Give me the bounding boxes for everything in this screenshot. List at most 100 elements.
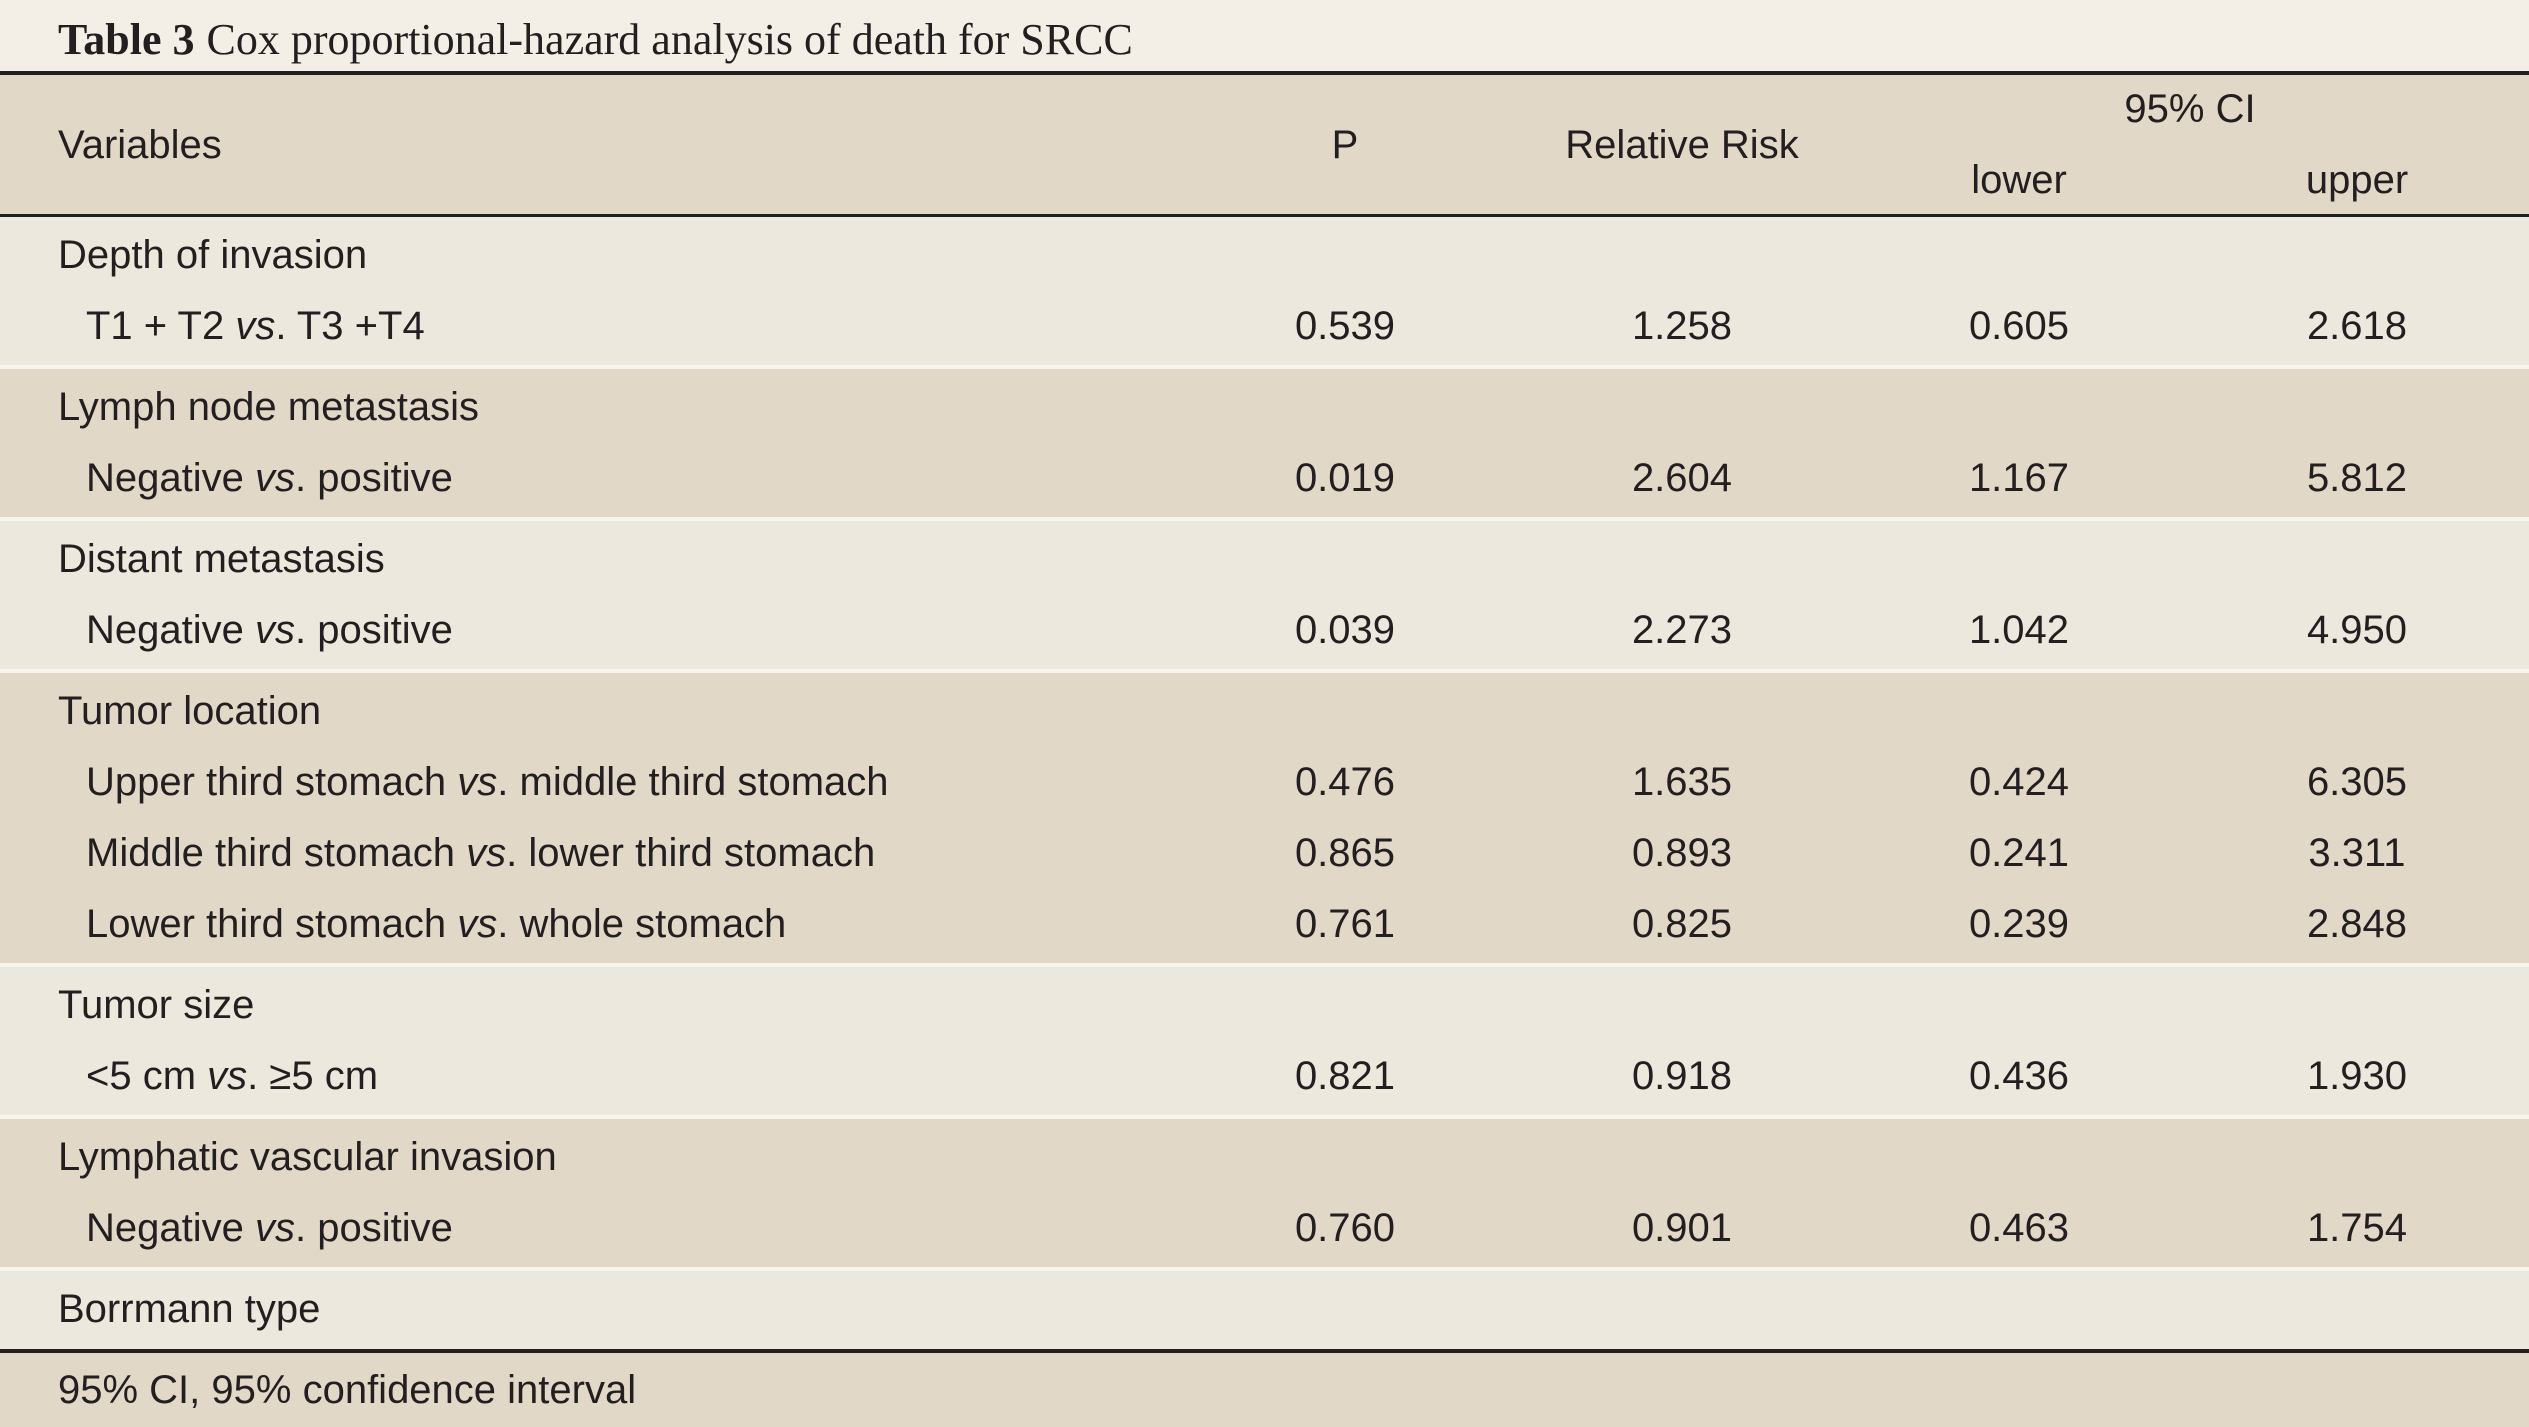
comparison-vs: vs [255,1206,295,1250]
ci-upper-value: 5.812 [2306,456,2408,500]
group-separator [0,1267,2529,1271]
p-value: 0.760 [1294,1206,1396,1250]
table-row: Negative vs. positive 0.039 2.273 1.042 4.95… [0,595,2529,666]
comparison-vs: vs [255,456,295,500]
comparison-a: Upper third stomach [86,760,447,804]
p-value: 0.865 [1294,831,1396,875]
group-title: Depth of invasion [58,233,368,277]
ci-upper-value: 3.311 [2308,831,2406,875]
comparison-a: <5 cm [86,1054,197,1098]
group-title-row: Distant metastasis [0,524,2529,595]
p-value: 0.019 [1294,456,1396,500]
relative-risk-value: 0.901 [1631,1206,1733,1250]
group-title-row: Depth of invasion [0,220,2529,291]
header-variables: Variables [58,123,222,167]
comparison-label: <5 cm vs. ≥5 cm [86,1041,378,1112]
comparison-vs: vs [255,608,295,652]
table-row: Upper third stomach vs. middle third sto… [0,747,2529,818]
table-row: Negative vs. positive 0.019 2.604 1.167 5.81… [0,443,2529,514]
group-title-row: Lymphatic vascular invasion [0,1122,2529,1193]
header-lower: lower [1971,158,2067,202]
ci-lower-value: 0.239 [1968,902,2070,946]
group-title-row: Tumor size [0,970,2529,1041]
table-caption: Table 3 Cox proportional-hazard analysis… [58,6,1133,72]
group-separator [0,669,2529,673]
comparison-b: . whole stomach [497,902,787,946]
relative-risk-value: 0.918 [1631,1054,1733,1098]
group-title: Lymph node metastasis [58,385,479,429]
comparison-a: Lower third stomach [86,902,447,946]
comparison-label: Negative vs. positive [86,443,453,514]
comparison-b: . middle third stomach [497,760,889,804]
comparison-b: . positive [295,608,453,652]
ci-upper-value: 4.950 [2306,608,2408,652]
comparison-label: Negative vs. positive [86,595,453,666]
bottom-rule [0,1349,2529,1353]
ci-lower-value: 0.424 [1968,760,2070,804]
relative-risk-value: 0.825 [1631,902,1733,946]
comparison-label: T1 + T2 vs. T3 +T4 [86,291,425,362]
group-title: Distant metastasis [58,537,385,581]
comparison-label: Upper third stomach vs. middle third sto… [86,747,889,818]
comparison-vs: vs [207,1054,248,1098]
p-value: 0.039 [1294,608,1396,652]
comparison-a: Negative [86,608,244,652]
variable-group: Distant metastasis Negative vs. positive 0… [0,521,2529,669]
comparison-b: . ≥5 cm [247,1054,379,1098]
group-title-row: Lymph node metastasis [0,372,2529,443]
group-title: Lymphatic vascular invasion [58,1135,557,1179]
group-title-row: Borrmann type [0,1274,2529,1345]
comparison-b: . positive [295,1206,453,1250]
ci-lower-value: 0.463 [1968,1206,2070,1250]
comparison-b: . positive [295,456,453,500]
group-separator [0,517,2529,521]
group-title: Tumor size [58,983,255,1027]
group-title: Borrmann type [58,1287,321,1331]
ci-lower-value: 0.605 [1968,304,2070,348]
relative-risk-value: 2.604 [1631,456,1733,500]
group-title: Tumor location [58,689,322,733]
table-row: T1 + T2 vs. T3 +T4 0.539 1.258 0.605 2.618 [0,291,2529,362]
table-row: Negative vs. positive 0.760 0.901 0.463 1.75… [0,1193,2529,1264]
p-value: 0.821 [1294,1054,1396,1098]
table-caption-text: Cox proportional-hazard analysis of deat… [206,14,1133,64]
comparison-vs: vs [235,304,276,348]
comparison-label: Middle third stomach vs. lower third sto… [86,818,875,889]
table-header: Variables P Relative Risk 95% CI lower u… [0,75,2529,221]
ci-lower-value: 1.042 [1968,608,2070,652]
ci-lower-value: 0.436 [1968,1054,2070,1098]
comparison-a: Middle third stomach [86,831,456,875]
header-upper: upper [2305,158,2409,202]
ci-upper-value: 2.618 [2306,304,2408,348]
ci-upper-value: 1.930 [2306,1054,2408,1098]
group-separator [0,365,2529,369]
comparison-label: Lower third stomach vs. whole stomach [86,889,786,960]
table-footnote: 95% CI, 95% confidence interval [0,1353,2529,1427]
table-row: <5 cm vs. ≥5 cm 0.821 0.918 0.436 1.930 [0,1041,2529,1112]
group-separator [0,1115,2529,1119]
p-value: 0.476 [1294,760,1396,804]
ci-upper-value: 2.848 [2306,902,2408,946]
top-rule [0,71,2529,75]
footnote-text: 95% CI, 95% confidence interval [58,1367,637,1412]
comparison-a: Negative [86,456,244,500]
comparison-vs: vs [457,760,498,804]
ci-upper-value: 6.305 [2306,760,2408,804]
p-value: 0.761 [1294,902,1396,946]
header-relative-risk: Relative Risk [1565,123,1799,167]
relative-risk-value: 1.635 [1631,760,1733,804]
ci-lower-value: 1.167 [1968,456,2070,500]
variable-group: Depth of invasion T1 + T2 vs. T3 +T4 0.539… [0,217,2529,365]
variable-group: Lymphatic vascular invasion Negative vs. … [0,1119,2529,1267]
ci-lower-value: 0.241 [1968,831,2070,875]
header-p: P [1331,123,1359,167]
header-95-ci: 95% CI [2124,87,2256,131]
variable-group: Tumor size <5 cm vs. ≥5 cm 0.821 0.918 0.436… [0,967,2529,1115]
comparison-vs: vs [466,831,507,875]
table-row: Middle third stomach vs. lower third sto… [0,818,2529,889]
comparison-b: . lower third stomach [506,831,876,875]
comparison-b: . T3 +T4 [275,304,425,348]
ci-upper-value: 1.754 [2306,1206,2408,1250]
variable-group: Lymph node metastasis Negative vs. positi… [0,369,2529,517]
comparison-vs: vs [457,902,498,946]
